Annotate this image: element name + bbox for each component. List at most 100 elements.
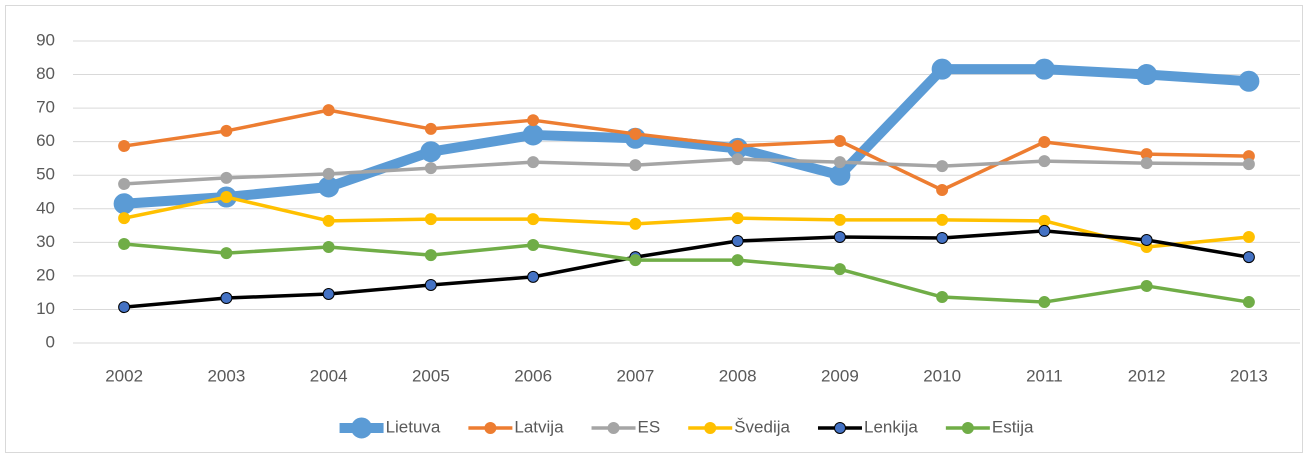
legend-label: ES: [638, 417, 661, 436]
data-point: [424, 162, 437, 175]
data-point: [322, 288, 335, 301]
series: [118, 191, 1255, 254]
data-point: [118, 140, 131, 153]
x-tick-label: 2006: [514, 366, 552, 385]
data-point: [1242, 158, 1255, 171]
data-point: [1140, 233, 1153, 246]
y-tick-label: 90: [36, 30, 55, 49]
legend-marker: [607, 422, 620, 434]
data-point: [731, 153, 744, 166]
series: [118, 104, 1255, 196]
x-tick-label: 2007: [616, 366, 654, 385]
data-point: [629, 217, 642, 230]
data-point: [220, 124, 233, 137]
data-point: [220, 247, 233, 260]
data-point: [931, 58, 953, 80]
data-point: [527, 114, 540, 127]
legend-marker: [351, 417, 373, 439]
y-tick-label: 0: [46, 332, 55, 351]
data-point: [1242, 296, 1255, 309]
x-tick-label: 2004: [310, 366, 348, 385]
data-point: [936, 183, 949, 196]
data-point: [1038, 136, 1051, 149]
series-line: [123, 108, 1249, 192]
series-line: [123, 64, 1250, 209]
data-point: [731, 254, 744, 267]
data-point: [220, 191, 233, 204]
legend-label: Lenkija: [864, 417, 918, 436]
data-point: [420, 141, 442, 163]
legend-item: ES: [591, 417, 661, 436]
data-point: [936, 291, 949, 304]
legend-label: Švedija: [734, 417, 790, 436]
x-tick-label: 2005: [412, 366, 450, 385]
legend: Lietuva Latvija ES Švedija Lenkija Estija: [339, 417, 1034, 439]
x-tick-label: 2013: [1230, 366, 1268, 385]
data-point: [833, 230, 846, 243]
data-point: [731, 140, 744, 153]
data-point: [424, 122, 437, 135]
x-tick-label: 2011: [1026, 366, 1063, 385]
data-point: [424, 249, 437, 262]
series: [118, 238, 1255, 309]
legend-item: Estija: [945, 417, 1034, 436]
data-point: [522, 124, 544, 146]
data-point: [118, 238, 131, 251]
data-point: [829, 164, 851, 186]
data-point: [1033, 58, 1055, 80]
data-point: [322, 167, 335, 180]
data-point: [833, 263, 846, 276]
legend-marker: [833, 422, 846, 434]
data-point: [118, 177, 131, 190]
data-point: [1242, 251, 1255, 264]
data-point: [118, 212, 131, 225]
data-point: [527, 156, 540, 169]
series: [118, 224, 1255, 314]
data-point: [1140, 157, 1153, 170]
y-tick-label: 20: [36, 265, 55, 284]
series-line: [123, 195, 1250, 249]
data-point: [731, 212, 744, 225]
chart-frame: [5, 5, 1303, 453]
data-point: [322, 241, 335, 254]
data-point: [1038, 224, 1051, 237]
data-point: [424, 278, 437, 291]
legend-item: Švedija: [688, 417, 791, 436]
data-point: [936, 213, 949, 226]
x-tick-label: 2009: [821, 366, 859, 385]
data-point: [1038, 296, 1051, 309]
data-point: [424, 213, 437, 226]
y-tick-label: 80: [36, 64, 55, 83]
legend-item: Latvija: [468, 417, 564, 436]
data-point: [1038, 214, 1051, 227]
y-tick-label: 40: [36, 198, 55, 217]
data-point: [833, 134, 846, 147]
series-line: [124, 157, 1249, 186]
data-point: [220, 292, 233, 305]
data-point: [629, 159, 642, 172]
data-point: [629, 127, 642, 140]
data-point: [936, 231, 949, 244]
legend-label: Estija: [992, 417, 1034, 436]
data-point: [113, 193, 135, 215]
x-tick-label: 2003: [207, 366, 245, 385]
series-line: [123, 229, 1250, 309]
x-tick-label: 2010: [923, 366, 961, 385]
series: [118, 153, 1255, 190]
data-point: [1238, 70, 1260, 92]
legend-item: Lenkija: [817, 417, 918, 436]
data-point: [322, 214, 335, 227]
data-point: [322, 104, 335, 117]
y-tick-label: 10: [36, 299, 55, 318]
series-line: [123, 242, 1250, 304]
data-point: [527, 213, 540, 226]
data-point: [833, 213, 846, 226]
legend-marker: [961, 422, 974, 434]
legend-label: Lietuva: [386, 417, 441, 436]
data-point: [936, 160, 949, 173]
data-point: [629, 254, 642, 267]
data-point: [1136, 64, 1158, 86]
data-point: [318, 176, 340, 198]
legend-item: Lietuva: [339, 417, 441, 439]
